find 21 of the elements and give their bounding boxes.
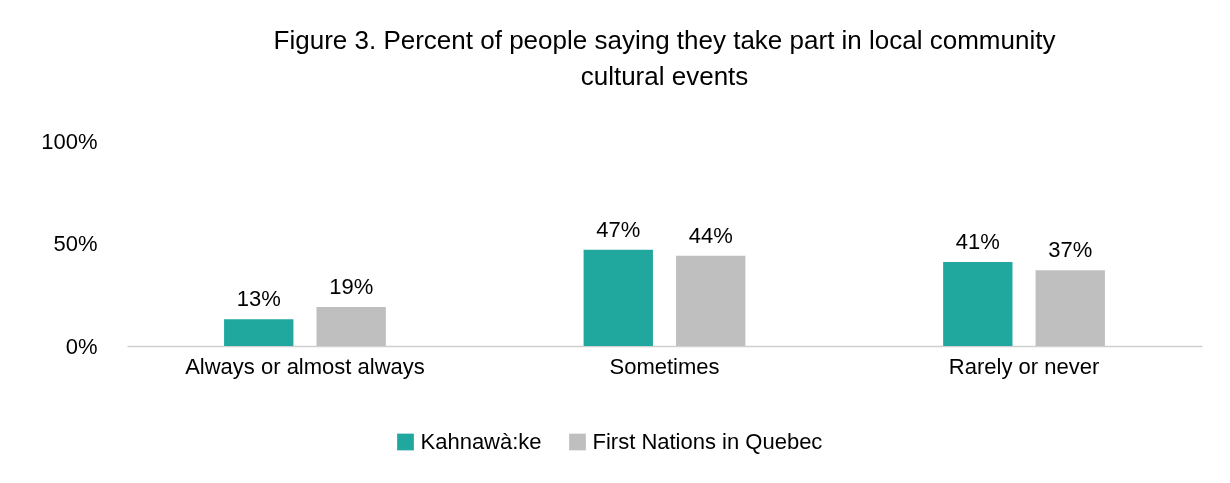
y-tick-label: 50% [53, 231, 98, 256]
bar [943, 261, 1013, 346]
x-tick-label: Rarely or never [948, 353, 1100, 379]
y-tick-label: 100% [41, 128, 98, 154]
data-label: 37% [1048, 237, 1093, 263]
data-label: 44% [688, 222, 733, 248]
bar [583, 249, 653, 346]
data-label: 47% [596, 216, 641, 242]
data-label: 19% [329, 274, 374, 300]
chart-title: Figure 3. Percent of people saying they take part in local community cultural events [273, 25, 1056, 91]
data-label: 41% [955, 228, 1000, 254]
x-tick-label: Always or almost always [185, 353, 425, 379]
bar [1035, 270, 1105, 346]
bar [316, 307, 386, 346]
x-tick-label: Sometimes [609, 353, 720, 379]
legend-label: Kahnawà:ke [420, 429, 542, 454]
bar [224, 319, 294, 346]
bar [676, 255, 746, 346]
data-label: 13% [236, 286, 281, 312]
legend-label: First Nations in Quebec [592, 429, 823, 454]
y-tick-label: 0% [65, 333, 98, 359]
